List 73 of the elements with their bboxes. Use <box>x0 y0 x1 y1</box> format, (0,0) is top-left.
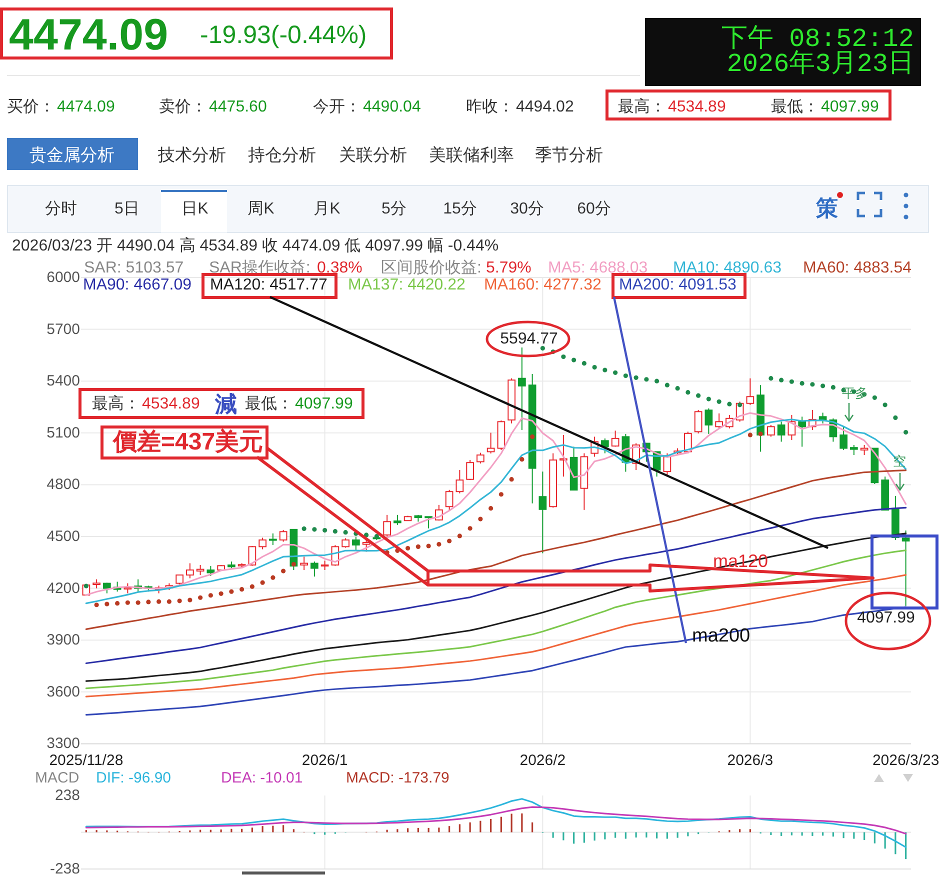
y-tick-label: 3300 <box>46 735 80 752</box>
text: 4474.09 <box>9 10 168 60</box>
x-tick-label: 2026/2 <box>520 752 566 770</box>
text: MA60: 4883.54 <box>803 260 912 276</box>
x-tick-label: 2026/3 <box>727 752 774 770</box>
y-tick-label: 3600 <box>46 683 80 700</box>
annotation: 最高： <box>92 394 140 412</box>
text: 0.38% <box>317 260 362 276</box>
x-tick-label: 2026/1 <box>302 752 348 770</box>
y-tick-label: 4200 <box>46 580 80 597</box>
text: MA10: 4890.63 <box>673 260 782 276</box>
text: 4534.89 <box>668 98 726 116</box>
text: 5.79% <box>486 260 532 276</box>
text: 4475.60 <box>209 98 267 116</box>
text: 美联储利率 <box>429 146 514 164</box>
text: 5分 <box>382 200 406 218</box>
text: 2026/03/23 开 4490.04 高 4534.89 收 4474.09 低 4097.99 幅 -0.44% <box>12 236 499 254</box>
text: 卖价： <box>159 98 207 116</box>
text: MA200: 4091.53 <box>619 276 737 294</box>
text: 日K <box>182 200 209 218</box>
text: 今开： <box>313 98 361 116</box>
annotation: 減 <box>214 392 237 416</box>
text: MA120: 4517.77 <box>210 276 328 294</box>
chart-title: MACD <box>35 770 80 786</box>
text: 4494.02 <box>516 98 574 116</box>
text: 区间股价收益: <box>381 258 482 276</box>
chart-title: 4474.09 <box>57 98 115 116</box>
text: 60分 <box>577 200 611 218</box>
text: MA5: 4688.03 <box>548 260 648 276</box>
y-tick-label: 5100 <box>46 424 80 442</box>
text: 策 <box>815 196 838 220</box>
text: 5日 <box>114 200 140 218</box>
y-tick-label: 6000 <box>46 269 80 286</box>
annotation: 4534.89 <box>142 396 200 412</box>
text: 季节分析 <box>535 146 603 164</box>
text: DEA: -10.01 <box>221 770 303 786</box>
y-tick-label: 4500 <box>46 528 80 545</box>
text: 最低： <box>771 98 819 116</box>
y-tick-label: 238 <box>54 787 80 804</box>
text: 15分 <box>443 200 477 218</box>
text: 4097.99 <box>821 98 879 116</box>
y-tick-label: 5400 <box>46 372 80 390</box>
annotation: 4097.99 <box>295 396 353 412</box>
text: MACD: -173.79 <box>346 770 450 786</box>
annotation: 5594.77 <box>500 330 558 348</box>
text: 周K <box>248 200 275 218</box>
text: MA90: 4667.09 <box>83 276 192 294</box>
annotation: 最低： <box>245 396 293 412</box>
annotation: 4097.99 <box>857 610 916 626</box>
text: 最高： <box>618 98 666 116</box>
text: 4490.04 <box>363 98 421 116</box>
text: 分时 <box>45 200 77 218</box>
annotation: 平多 <box>842 386 868 400</box>
text: 贵金属分析 <box>30 146 114 164</box>
x-tick-label: 2025/11/28 <box>49 752 124 770</box>
text: 昨收： <box>466 98 514 116</box>
y-tick-label: -238 <box>50 860 80 878</box>
text: 关联分析 <box>339 146 407 164</box>
text: 技术分析 <box>157 146 226 164</box>
text: MA160: 4277.32 <box>484 276 602 294</box>
text: 持仓分析 <box>248 146 316 164</box>
text: 月K <box>314 200 341 218</box>
text: SAR: 5103.57 <box>84 260 184 276</box>
y-tick-label: 5700 <box>46 320 80 338</box>
annotation: 價差=437美元 <box>112 428 264 456</box>
y-tick-label: 4800 <box>46 476 80 494</box>
x-tick-label: 2026/3/23 <box>872 752 940 770</box>
chart-subtitle: -19.93(-0.44%) <box>200 21 367 49</box>
text: MA137: 4420.22 <box>348 276 466 294</box>
text: 30分 <box>510 200 544 218</box>
y-tick-label: 3900 <box>46 632 80 649</box>
text: DIF: -96.90 <box>96 770 172 786</box>
text: 买价： <box>7 98 55 116</box>
